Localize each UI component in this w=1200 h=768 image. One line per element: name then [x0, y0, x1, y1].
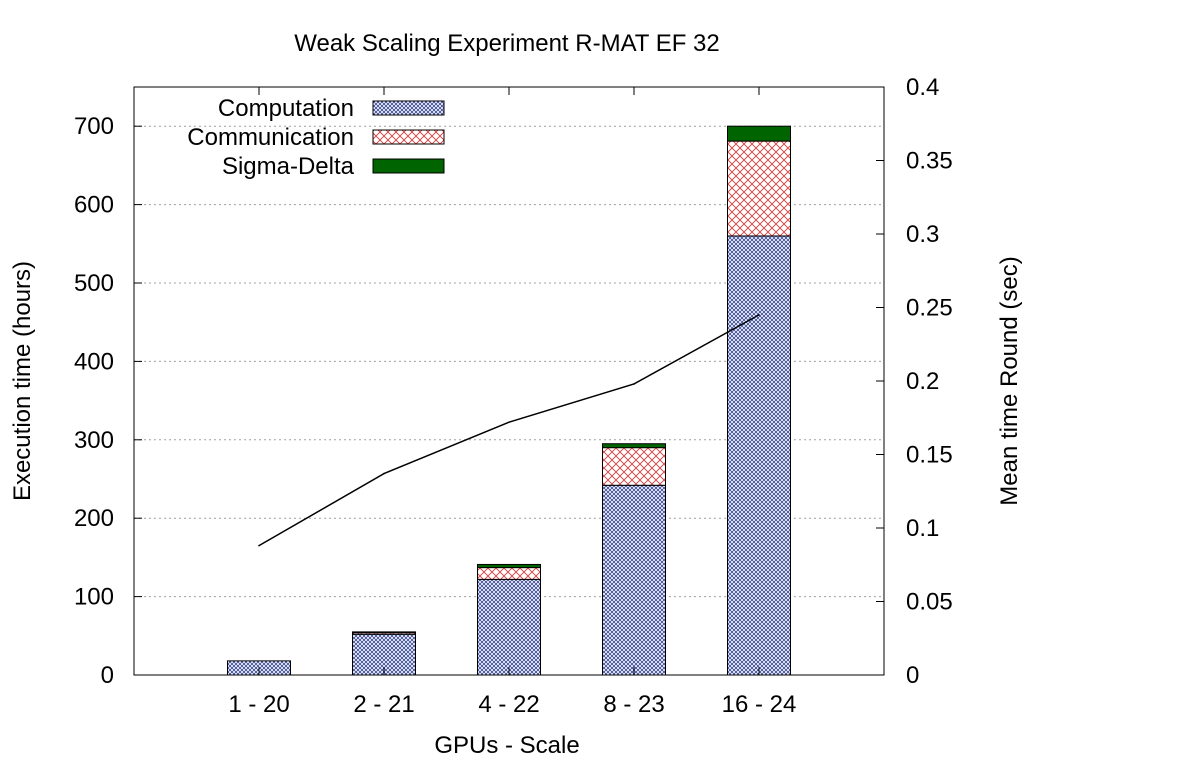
y2-tick-label: 0.2: [906, 368, 939, 395]
y-tick-label: 400: [74, 348, 114, 375]
y-axis-left: 0 100 200 300 400 500 600 700: [74, 113, 142, 689]
bar-communication: [477, 567, 541, 580]
y2-tick-label: 0.4: [906, 74, 939, 101]
mean-time-line-layer: [258, 314, 760, 547]
x-axis-label: GPUs - Scale: [434, 732, 579, 759]
legend-label: Sigma-Delta: [222, 153, 355, 180]
y2-tick-label: 0.1: [906, 515, 939, 542]
y2-tick-label: 0.15: [906, 442, 953, 469]
y2-axis-label: Mean time Round (sec): [996, 256, 1023, 505]
y2-tick-label: 0.05: [906, 589, 953, 616]
legend-swatch: [372, 158, 445, 174]
y2-tick-label: 0.3: [906, 221, 939, 248]
y2-tick-label: 0.35: [906, 148, 953, 175]
mean-time-point: [633, 383, 635, 385]
y-axis-label: Execution time (hours): [9, 261, 36, 501]
bar-computation: [477, 578, 541, 676]
chart-title: Weak Scaling Experiment R-MAT EF 32: [294, 30, 719, 57]
bar-sigma-delta: [352, 631, 416, 634]
bar-sigma-delta: [727, 125, 791, 142]
legend-swatch: [372, 100, 445, 116]
y-tick-label: 200: [74, 505, 114, 532]
mean-time-point: [383, 472, 385, 475]
gridlines: [134, 125, 884, 598]
legend-label: Computation: [218, 95, 354, 122]
y-tick-label: 600: [74, 192, 114, 219]
x-tick-label: 2 - 21: [353, 691, 414, 718]
bar-computation: [727, 235, 791, 676]
x-tick-label: 8 - 23: [603, 691, 664, 718]
x-tick-label: 4 - 22: [478, 691, 539, 718]
y2-tick-label: 0.25: [906, 295, 953, 322]
bar-sigma-delta: [477, 563, 541, 569]
mean-time-point: [758, 314, 760, 316]
y-axis-right: 0 0.05 0.1 0.15 0.2 0.25 0.3 0.35 0.4: [876, 74, 953, 689]
y-tick-label: 700: [74, 113, 114, 140]
bars: [227, 125, 791, 676]
legend-swatch: [372, 129, 445, 145]
mean-time-point: [258, 544, 260, 547]
bar-sigma-delta: [602, 443, 666, 449]
x-axis: 1 - 20 2 - 21 4 - 22 8 - 23 16 - 24: [228, 87, 796, 718]
y-tick-label: 0: [101, 662, 114, 689]
y-tick-label: 500: [74, 270, 114, 297]
y2-tick-label: 0: [906, 662, 919, 689]
x-tick-label: 16 - 24: [722, 691, 797, 718]
mean-time-line: [258, 314, 760, 547]
bar-computation: [602, 484, 666, 676]
mean-time-point: [508, 421, 510, 423]
x-tick-label: 1 - 20: [228, 691, 289, 718]
bar-communication: [727, 140, 791, 237]
bar-communication: [602, 447, 666, 486]
y-tick-label: 100: [74, 584, 114, 611]
y-tick-label: 300: [74, 427, 114, 454]
legend-label: Communication: [187, 124, 354, 151]
